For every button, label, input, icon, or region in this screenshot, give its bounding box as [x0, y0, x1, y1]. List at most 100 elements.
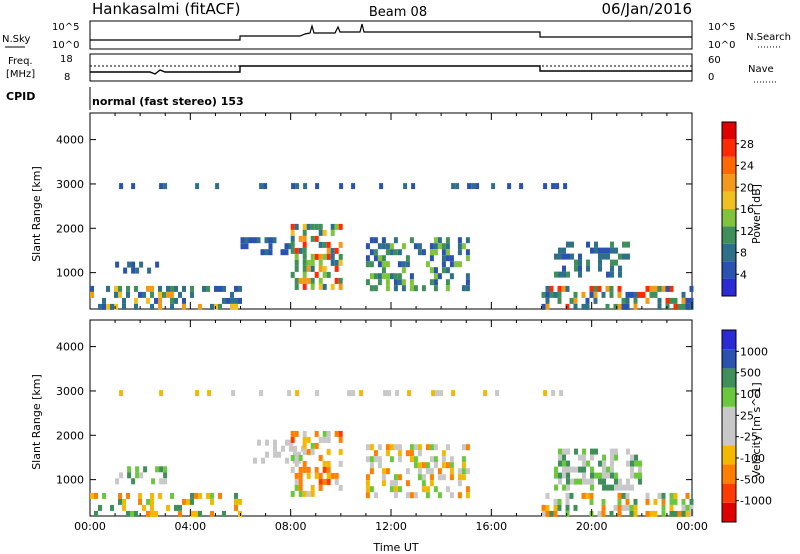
power-cell	[318, 283, 323, 290]
velocity-cell	[259, 390, 264, 397]
velocity-cell	[393, 486, 398, 493]
power-cell	[441, 243, 446, 250]
velocity-cell	[326, 448, 331, 455]
power-cell	[589, 285, 594, 292]
power-cell	[445, 249, 450, 256]
velocity-cell	[302, 430, 307, 437]
power-cell	[545, 291, 550, 298]
velocity-cell	[310, 442, 315, 449]
velocity-cell	[425, 444, 430, 451]
velocity-cell	[449, 474, 454, 481]
velocity-cell	[298, 478, 303, 485]
power-cell	[471, 183, 476, 190]
velocity-cell	[405, 492, 410, 499]
power-cell	[626, 241, 630, 248]
nave-top-tick: 60	[708, 55, 721, 66]
velocity-cell	[365, 456, 370, 463]
velocity-cell	[429, 474, 434, 481]
velocity-cell	[174, 504, 178, 511]
velocity-cell	[417, 462, 422, 469]
velocity-cell	[326, 478, 331, 485]
cpid-label: CPID	[6, 90, 35, 103]
power-cell	[322, 229, 327, 236]
velocity-cell	[142, 504, 146, 511]
power-cell	[170, 291, 174, 298]
power-colorbar-segment	[722, 156, 736, 175]
velocity-cell	[610, 460, 614, 467]
power-cell	[685, 303, 690, 310]
velocity-cell	[566, 448, 570, 455]
power-cell	[602, 247, 606, 254]
power-cell	[298, 277, 303, 284]
velocity-cell	[585, 492, 590, 499]
power-cell	[139, 261, 144, 268]
velocity-cell	[562, 466, 566, 473]
power-cell	[230, 297, 234, 304]
power-cell	[222, 285, 226, 292]
velocity-cell	[566, 466, 570, 473]
power-cell	[618, 271, 622, 278]
power-cell	[610, 259, 614, 266]
power-cell	[338, 259, 343, 266]
velocity-cell	[598, 460, 602, 467]
velocity-cell	[429, 456, 434, 463]
velocity-cell	[338, 484, 343, 491]
power-cell	[106, 285, 110, 292]
power-cell	[240, 243, 245, 250]
velocity-cell	[385, 468, 390, 475]
velocity-cell	[159, 478, 164, 485]
velocity-cell	[610, 454, 614, 461]
xtick-label: 08:00	[275, 520, 307, 533]
power-cell	[260, 249, 265, 256]
beam-label: Beam 08	[369, 5, 427, 20]
power-cell	[507, 183, 512, 190]
power-cell	[457, 237, 462, 244]
velocity-cell	[429, 444, 434, 451]
power-cell	[252, 237, 257, 244]
velocity-cell	[395, 390, 400, 397]
nave-bottom-tick: 0	[708, 72, 714, 83]
velocity-cell	[190, 498, 194, 505]
velocity-cell	[606, 472, 610, 479]
velocity-cell	[625, 498, 630, 505]
power-cell	[310, 259, 315, 266]
power-cell	[433, 285, 438, 292]
power-cell	[268, 249, 273, 256]
power-cell	[558, 271, 562, 278]
velocity-cell	[218, 492, 222, 499]
velocity-cell	[365, 492, 370, 499]
velocity-cell	[449, 462, 454, 469]
power-cell	[338, 253, 343, 260]
velocity-cell	[222, 510, 226, 517]
velocity-cell	[602, 454, 606, 461]
power-cell	[393, 249, 398, 256]
freq-top-tick: 18	[60, 54, 73, 65]
power-cell	[259, 183, 264, 190]
velocity-colorbar-frame	[721, 329, 737, 523]
velocity-cell	[582, 466, 586, 473]
power-cell	[310, 235, 315, 242]
velocity-cell	[495, 390, 500, 397]
velocity-colorbar-segment	[722, 406, 736, 426]
power-cell	[284, 243, 289, 250]
velocity-cell	[285, 439, 289, 446]
velocity-cell	[465, 486, 470, 493]
power-colorbar-tick-label: 20	[740, 181, 754, 194]
power-cell	[158, 285, 162, 292]
velocity-cell	[322, 466, 327, 473]
velocity-cell	[638, 466, 642, 473]
power-cell	[461, 285, 466, 292]
velocity-cell	[405, 450, 410, 457]
power-colorbar-label: Power [dB]	[750, 184, 763, 244]
velocity-cell	[554, 484, 558, 491]
power-cell	[557, 297, 562, 304]
velocity-cell	[314, 466, 319, 473]
velocity-cell	[614, 448, 618, 455]
power-colorbar-segment	[722, 261, 736, 279]
power-cell	[288, 243, 293, 250]
power-cell	[338, 223, 343, 230]
velocity-cell	[347, 390, 352, 397]
power-cell	[351, 183, 356, 190]
power-cell	[449, 261, 454, 268]
power-cell	[397, 261, 402, 268]
